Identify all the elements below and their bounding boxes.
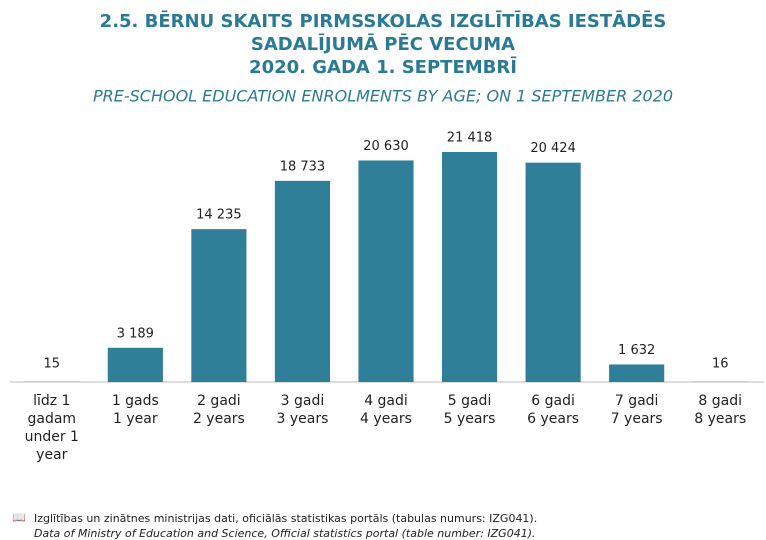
- value-label: 20 424: [530, 141, 576, 156]
- bar: [107, 347, 163, 382]
- chart-title: 2.5. BĒRNU SKAITS PIRMSSKOLAS IZGLĪTĪBAS…: [100, 11, 667, 32]
- chart-subtitle: PRE-SCHOOL EDUCATION ENROLMENTS BY AGE; …: [93, 87, 673, 106]
- bar: [358, 160, 414, 382]
- x-tick-label: 8 gadi 8 years: [678, 392, 762, 428]
- x-tick-label-line: 2 years: [192, 411, 245, 427]
- bar: [525, 162, 581, 382]
- x-tick-label: 3 gadi 3 years: [261, 392, 345, 428]
- x-tick-label-line: 6 years: [527, 411, 580, 427]
- bar: [191, 229, 247, 382]
- x-tick-label-line: 3 gadi: [280, 393, 325, 409]
- value-label: 21 418: [447, 131, 493, 146]
- x-tick-label: līdz 1 gadam under 1 year: [10, 392, 94, 464]
- value-label: 1 632: [618, 343, 655, 358]
- x-tick-label: 5 gadi 5 years: [428, 392, 512, 428]
- value-label: 3 189: [117, 326, 154, 341]
- x-tick-label: 4 gadi 4 years: [344, 392, 428, 428]
- x-tick-label: 1 gads 1 year: [94, 392, 178, 428]
- x-tick-label-line: 4 years: [360, 411, 412, 427]
- x-tick-label-line: līdz 1 gadam: [27, 393, 77, 427]
- x-tick-label-line: 3 years: [276, 411, 329, 427]
- source: Izglītības un zinātnes ministrijas dati,…: [34, 512, 538, 525]
- x-tick-label-line: 8 gadi: [698, 393, 743, 409]
- bar: [441, 152, 498, 382]
- x-tick-label: 2 gadi 2 years: [177, 392, 261, 428]
- chart-title: SADALĪJUMĀ PĒC VECUMA: [251, 34, 515, 55]
- x-tick-label-line: 8 years: [694, 411, 747, 427]
- bar: [609, 364, 665, 382]
- value-label: 14 235: [196, 208, 242, 223]
- x-tick-label-line: 4 gadi: [364, 393, 408, 409]
- value-label: 20 630: [363, 139, 409, 154]
- x-tick-label: 6 gadi 6 years: [511, 392, 595, 428]
- source: Data of Ministry of Education and Scienc…: [34, 527, 536, 540]
- x-tick-label-line: 5 years: [443, 411, 496, 427]
- x-tick-label-line: 6 gadi: [531, 393, 575, 409]
- x-tick-label-line: 5 gadi: [447, 393, 492, 409]
- bar: [274, 180, 331, 382]
- x-tick-label-line: 7 gadi: [614, 393, 659, 409]
- x-tick-label-line: under 1 year: [24, 429, 79, 463]
- chart-title: 2020. GADA 1. SEPTEMBRĪ: [249, 57, 517, 78]
- x-tick-label-line: 1 gads: [111, 393, 159, 409]
- value-label: 15: [44, 357, 61, 372]
- x-tick-label-line: 7 years: [610, 411, 663, 427]
- x-tick-label: 7 gadi 7 years: [595, 392, 679, 428]
- value-label: 16: [712, 357, 729, 372]
- book-icon: 📖: [12, 511, 26, 524]
- x-tick-label-line: 2 gadi: [197, 393, 241, 409]
- value-label: 18 733: [280, 159, 326, 174]
- x-tick-label-line: 1 year: [113, 411, 158, 427]
